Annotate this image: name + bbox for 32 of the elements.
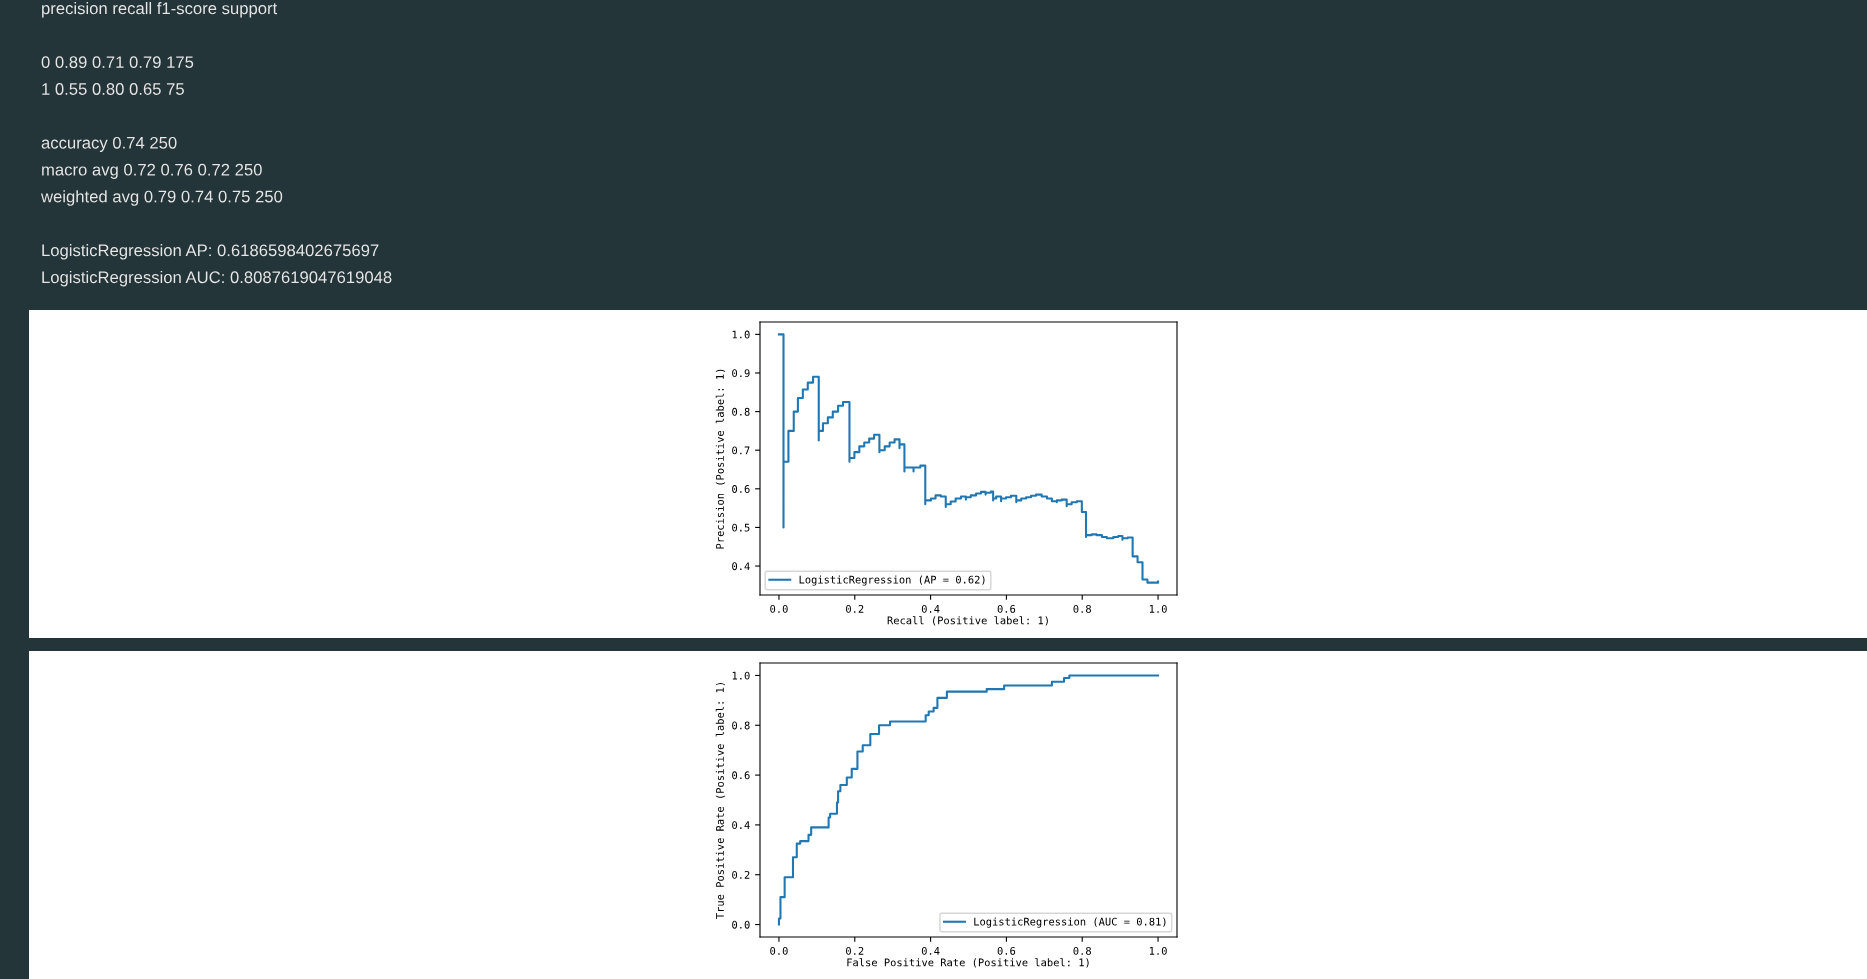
x-tick-label: 0.8	[1073, 604, 1091, 613]
y-tick-label: 0.2	[732, 870, 750, 879]
y-tick-label: 0.4	[732, 562, 750, 571]
x-tick-label: 0.4	[921, 604, 940, 613]
y-tick-label: 0.8	[732, 407, 750, 416]
x-tick-label: 0.6	[997, 604, 1016, 613]
legend-label: LogisticRegression (AUC = 0.81)	[974, 917, 1166, 928]
y-tick-label: 0.7	[732, 446, 750, 455]
y-tick-label: 1.0	[732, 671, 750, 680]
x-tick-label: 0.8	[1073, 946, 1091, 955]
x-tick-label: 0.0	[770, 946, 788, 955]
x-axis-title: False Positive Rate (Positive label: 1)	[847, 958, 1089, 968]
y-axis-title: True Positive Rate (Positive label: 1)	[715, 683, 726, 919]
y-tick-label: 0.5	[732, 523, 750, 532]
y-tick-label: 0.6	[732, 771, 750, 780]
text: precision recall f1-score support 0 0.89 0.71 0.79 175 1 0.55 0.80 0.65 75 accuracy 0.74 250 macro avg 0.72 0.76 0.72 250 weighted avg 0.79 0.74 0.75 250 LogisticRegression AP: 0.6186598402675697 LogisticRegression AUC: 0.8087619047619048	[40, 2, 392, 287]
x-tick-label: 0.2	[846, 946, 864, 955]
y-tick-label: 0.6	[732, 485, 750, 493]
y-tick-label: 0.9	[732, 369, 750, 378]
y-tick-label: 0.0	[732, 920, 750, 929]
x-tick-label: 0.4	[921, 946, 940, 955]
x-axis-title: Recall (Positive label: 1)	[887, 616, 1048, 626]
y-tick-label: 0.4	[732, 821, 750, 830]
x-tick-label: 0.2	[846, 604, 864, 613]
x-tick-label: 1.0	[1149, 946, 1167, 955]
x-tick-label: 0.0	[770, 604, 788, 613]
y-axis-title: Precision (Positive label: 1)	[715, 369, 726, 549]
x-tick-label: 0.6	[997, 946, 1016, 955]
legend-label: LogisticRegression (AP = 0.62)	[799, 575, 985, 586]
y-tick-label: 1.0	[732, 330, 750, 339]
y-tick-label: 0.8	[732, 721, 750, 730]
x-tick-label: 1.0	[1149, 604, 1167, 613]
